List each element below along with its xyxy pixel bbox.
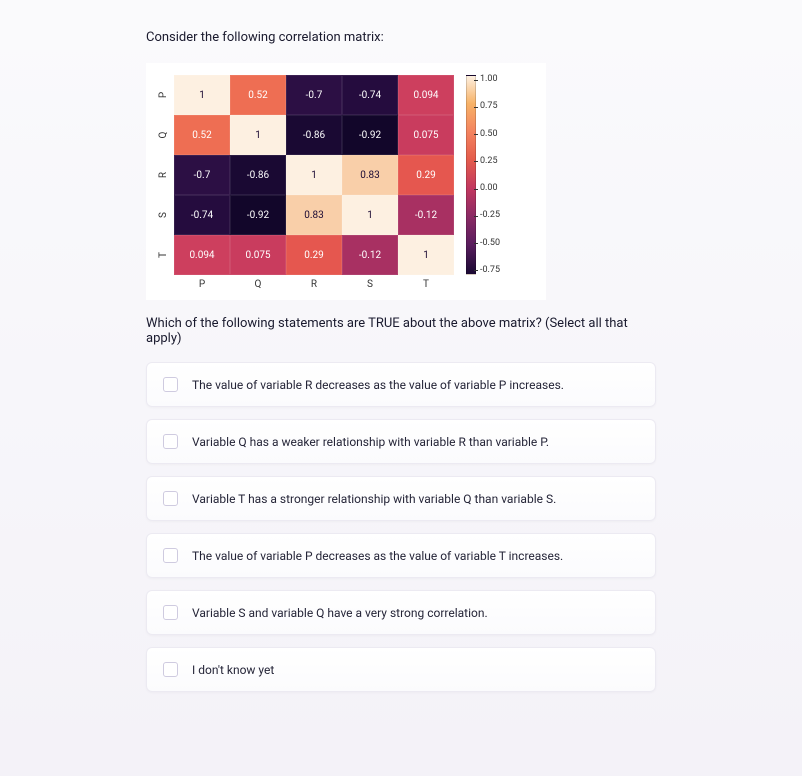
heatmap-grid: 10.52-0.7-0.740.0940.521-0.86-0.920.075-… (174, 75, 454, 275)
heatmap-cell: 1 (342, 195, 398, 235)
colorbar-tick: 0.75 (480, 102, 500, 111)
row-label: R (143, 168, 183, 182)
row-label: P (143, 88, 183, 102)
colorbar-tick: -0.25 (480, 211, 500, 220)
answer-option[interactable]: I don't know yet (146, 647, 656, 692)
option-label: Variable T has a stronger relationship w… (192, 492, 556, 506)
checkbox[interactable] (163, 491, 178, 506)
checkbox[interactable] (163, 434, 178, 449)
question-text: Which of the following statements are TR… (146, 316, 656, 346)
heatmap-cell: -0.12 (398, 195, 454, 235)
heatmap-cell: -0.92 (342, 115, 398, 155)
heatmap-cell: 1 (286, 155, 342, 195)
heatmap-cell: 0.83 (342, 155, 398, 195)
heatmap-row-labels: P Q R S T (156, 75, 170, 275)
colorbar-tick: -0.50 (480, 239, 500, 248)
colorbar-tick: 0.50 (480, 130, 500, 139)
heatmap-cell: 0.094 (398, 75, 454, 115)
row-label: Q (143, 128, 183, 142)
checkbox[interactable] (163, 662, 178, 677)
col-label: R (286, 279, 342, 290)
answer-option[interactable]: Variable S and variable Q have a very st… (146, 590, 656, 635)
option-label: The value of variable R decreases as the… (192, 378, 564, 392)
row-label: T (143, 248, 183, 262)
colorbar: 1.00 0.75 0.50 0.25 0.00 -0.25 -0.50 -0.… (466, 75, 500, 275)
checkbox[interactable] (163, 377, 178, 392)
heatmap-col-labels: P Q R S T (174, 279, 532, 290)
heatmap-cell: 0.29 (398, 155, 454, 195)
correlation-heatmap: P Q R S T 10.52-0.7-0.740.0940.521-0.86-… (146, 63, 546, 300)
options-list: The value of variable R decreases as the… (146, 362, 656, 692)
heatmap-body: P Q R S T 10.52-0.7-0.740.0940.521-0.86-… (156, 75, 532, 275)
heatmap-cell: -0.92 (230, 195, 286, 235)
heatmap-cell: 0.075 (398, 115, 454, 155)
col-label: Q (230, 279, 286, 290)
heatmap-cell: 1 (398, 235, 454, 275)
heatmap-cell: -0.7 (286, 75, 342, 115)
colorbar-gradient (466, 75, 476, 275)
row-label: S (143, 208, 183, 222)
colorbar-tick: 0.00 (480, 184, 500, 193)
colorbar-ticks: 1.00 0.75 0.50 0.25 0.00 -0.25 -0.50 -0.… (480, 75, 500, 275)
option-label: Variable Q has a weaker relationship wit… (192, 435, 549, 449)
heatmap-cell: -0.86 (286, 115, 342, 155)
answer-option[interactable]: The value of variable P decreases as the… (146, 533, 656, 578)
heatmap-cell: 0.075 (230, 235, 286, 275)
option-label: I don't know yet (192, 663, 274, 677)
checkbox[interactable] (163, 605, 178, 620)
heatmap-cell: -0.74 (342, 75, 398, 115)
option-label: Variable S and variable Q have a very st… (192, 606, 488, 620)
heatmap-cell: -0.12 (342, 235, 398, 275)
question-container: Consider the following correlation matri… (146, 30, 656, 692)
prompt-text: Consider the following correlation matri… (146, 30, 656, 45)
checkbox[interactable] (163, 548, 178, 563)
col-label: T (398, 279, 454, 290)
answer-option[interactable]: Variable T has a stronger relationship w… (146, 476, 656, 521)
colorbar-tick: -0.75 (480, 266, 500, 275)
col-label: S (342, 279, 398, 290)
colorbar-tick: 1.00 (480, 75, 500, 84)
answer-option[interactable]: Variable Q has a weaker relationship wit… (146, 419, 656, 464)
col-label: P (174, 279, 230, 290)
heatmap-cell: 1 (230, 115, 286, 155)
option-label: The value of variable P decreases as the… (192, 549, 563, 563)
heatmap-cell: -0.86 (230, 155, 286, 195)
heatmap-cell: 0.29 (286, 235, 342, 275)
answer-option[interactable]: The value of variable R decreases as the… (146, 362, 656, 407)
heatmap-cell: 0.52 (230, 75, 286, 115)
colorbar-tick: 0.25 (480, 157, 500, 166)
heatmap-cell: 0.83 (286, 195, 342, 235)
